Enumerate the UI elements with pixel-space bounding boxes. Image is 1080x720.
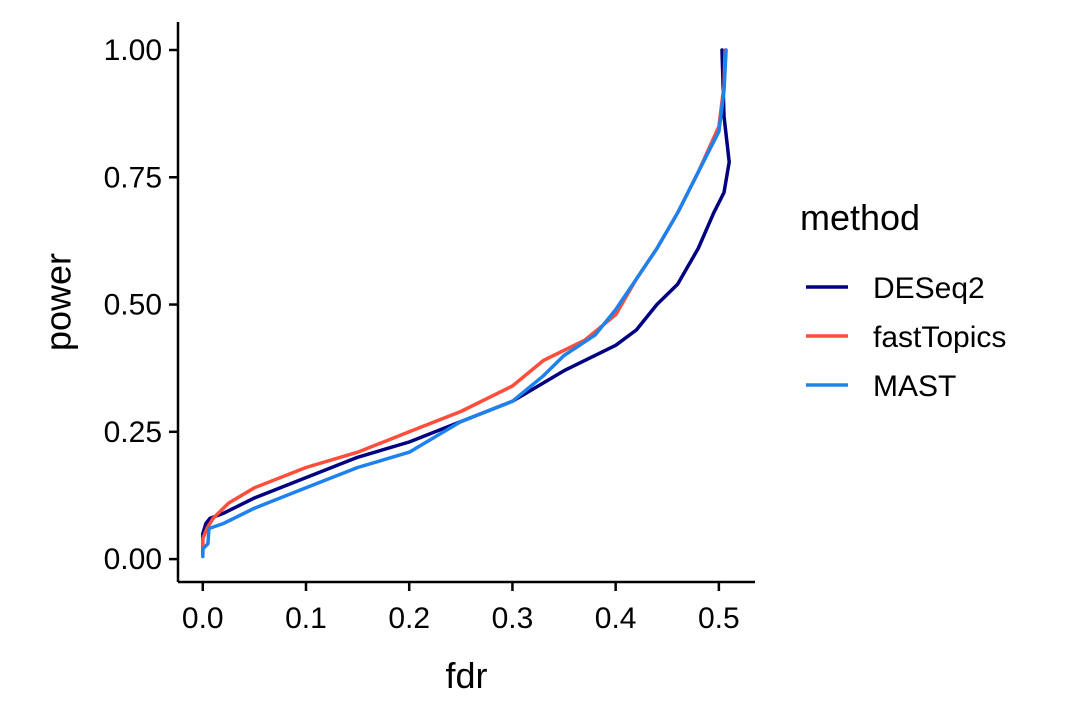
y-tick-label: 0.50 — [104, 289, 162, 322]
legend-title: method — [800, 197, 920, 238]
x-tick-label: 0.0 — [182, 602, 224, 635]
legend-items: DESeq2 fastTopics MAST — [806, 272, 1006, 403]
y-tick-label: 1.00 — [104, 34, 162, 67]
x-tick-label: 0.3 — [492, 602, 534, 635]
axes-layer — [176, 22, 755, 584]
x-axis-title: fdr — [445, 655, 487, 696]
series-line-mast — [201, 48, 728, 559]
series-line-fasttopics — [201, 48, 727, 556]
legend: method DESeq2 fastTopics MAST — [800, 197, 1006, 403]
y-tick-label: 0.25 — [104, 416, 162, 449]
x-tick-label: 0.5 — [698, 602, 740, 635]
series-layer — [201, 48, 731, 559]
x-tick-label: 0.2 — [388, 602, 430, 635]
x-tick-label: 0.4 — [595, 602, 637, 635]
legend-label-fasttopics: fastTopics — [873, 321, 1006, 354]
y-tick-label: 0.00 — [104, 543, 162, 576]
y-ticks: 0.00 0.25 0.50 0.75 1.00 — [104, 34, 178, 576]
legend-label-mast: MAST — [873, 370, 956, 403]
x-ticks: 0.0 0.1 0.2 0.3 0.4 0.5 — [182, 582, 740, 635]
legend-label-deseq2: DESeq2 — [873, 272, 985, 305]
x-tick-label: 0.1 — [285, 602, 327, 635]
y-tick-label: 0.75 — [104, 161, 162, 194]
y-axis-title: power — [38, 253, 79, 351]
